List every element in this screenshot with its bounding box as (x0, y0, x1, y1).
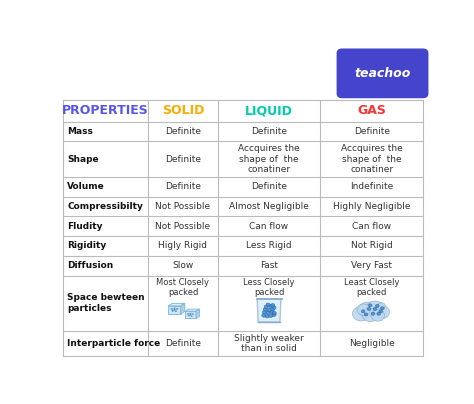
Text: Almost Negligible: Almost Negligible (229, 202, 309, 211)
Text: Definite: Definite (165, 155, 201, 164)
Circle shape (266, 311, 270, 314)
Circle shape (377, 312, 381, 315)
Text: Most Closely
packed: Most Closely packed (156, 278, 210, 297)
Circle shape (364, 313, 368, 316)
Polygon shape (168, 306, 181, 314)
Circle shape (190, 314, 191, 316)
Circle shape (266, 303, 270, 307)
Text: Volume: Volume (67, 182, 105, 191)
Text: teachoo: teachoo (355, 67, 410, 80)
Text: Definite: Definite (251, 182, 287, 191)
Text: Definite: Definite (354, 127, 390, 136)
Text: Accquires the
shape of  the
conatiner: Accquires the shape of the conatiner (238, 144, 300, 174)
Polygon shape (196, 309, 200, 318)
Circle shape (373, 307, 377, 311)
Text: Can flow: Can flow (352, 222, 391, 231)
Text: Not Rigid: Not Rigid (351, 242, 392, 250)
Circle shape (175, 310, 177, 312)
Text: Interparticle force: Interparticle force (67, 339, 161, 348)
Text: Can flow: Can flow (249, 222, 289, 231)
Text: Fludity: Fludity (67, 222, 103, 231)
Circle shape (379, 310, 383, 313)
Circle shape (192, 313, 194, 315)
Text: Fast: Fast (260, 261, 278, 270)
FancyBboxPatch shape (337, 48, 428, 98)
Text: Indefinite: Indefinite (350, 182, 393, 191)
Circle shape (263, 308, 267, 311)
Text: Definite: Definite (165, 127, 201, 136)
Circle shape (358, 302, 376, 317)
Polygon shape (168, 303, 185, 306)
Text: Less Rigid: Less Rigid (246, 242, 292, 250)
Circle shape (271, 307, 275, 311)
Circle shape (272, 313, 276, 316)
Polygon shape (185, 309, 200, 311)
Text: Very Fast: Very Fast (351, 261, 392, 270)
Circle shape (265, 315, 269, 318)
Text: PROPERTIES: PROPERTIES (62, 104, 149, 117)
Text: Definite: Definite (165, 182, 201, 191)
Text: Accquires the
shape of  the
conatiner: Accquires the shape of the conatiner (341, 144, 402, 174)
Circle shape (366, 301, 384, 317)
Text: Definite: Definite (165, 339, 201, 348)
Circle shape (173, 309, 175, 311)
Circle shape (375, 304, 379, 307)
Circle shape (176, 308, 178, 310)
Text: Compressibilty: Compressibilty (67, 202, 143, 211)
Circle shape (381, 307, 384, 310)
Circle shape (264, 305, 268, 309)
Text: SOLID: SOLID (162, 104, 204, 117)
Text: Highly Negligible: Highly Negligible (333, 202, 410, 211)
Circle shape (361, 310, 365, 313)
Circle shape (173, 307, 175, 309)
Text: Negligible: Negligible (349, 339, 394, 348)
Circle shape (188, 315, 190, 316)
Circle shape (269, 305, 273, 308)
Circle shape (267, 308, 271, 311)
Text: Not Possible: Not Possible (155, 202, 210, 211)
Circle shape (190, 313, 191, 314)
Text: LIQUID: LIQUID (245, 104, 293, 117)
Circle shape (362, 308, 378, 322)
Circle shape (262, 311, 266, 314)
Text: Shape: Shape (67, 155, 99, 164)
Circle shape (271, 303, 275, 307)
Text: GAS: GAS (357, 104, 386, 117)
Circle shape (371, 310, 384, 321)
Polygon shape (257, 299, 281, 322)
Circle shape (269, 314, 273, 318)
Text: Definite: Definite (251, 127, 287, 136)
Circle shape (374, 305, 390, 319)
Circle shape (353, 307, 369, 321)
Circle shape (378, 303, 385, 309)
Text: Least Closely
packed: Least Closely packed (344, 278, 400, 297)
Circle shape (357, 304, 371, 316)
Circle shape (270, 310, 274, 314)
Circle shape (262, 314, 266, 317)
Text: Slightly weaker
than in solid: Slightly weaker than in solid (234, 334, 304, 354)
Circle shape (172, 310, 174, 312)
Circle shape (272, 311, 276, 315)
Circle shape (187, 313, 189, 315)
Text: Space bewteen
particles: Space bewteen particles (67, 293, 145, 313)
Text: Rigidity: Rigidity (67, 242, 107, 250)
Circle shape (371, 312, 375, 315)
Polygon shape (185, 311, 196, 318)
Circle shape (367, 307, 371, 311)
Text: Diffusion: Diffusion (67, 261, 114, 270)
Circle shape (368, 304, 372, 307)
Text: Slow: Slow (173, 261, 193, 270)
Text: Not Possible: Not Possible (155, 222, 210, 231)
Circle shape (191, 315, 192, 317)
Text: Less Closely
packed: Less Closely packed (243, 278, 295, 297)
Circle shape (171, 308, 173, 310)
Text: Higly Rigid: Higly Rigid (158, 242, 208, 250)
Circle shape (272, 306, 276, 309)
Text: Mass: Mass (67, 127, 93, 136)
Polygon shape (181, 303, 185, 314)
